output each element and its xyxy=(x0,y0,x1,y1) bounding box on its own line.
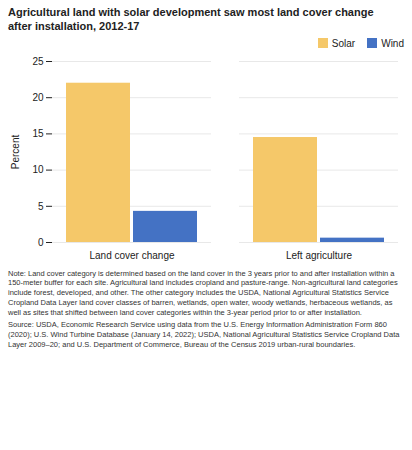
svg-text:Land cover change: Land cover change xyxy=(89,249,175,260)
html-text:Solar: Solar xyxy=(331,37,356,49)
svg-text:15: 15 xyxy=(32,128,44,139)
svg-text:20: 20 xyxy=(32,91,44,102)
svg-text:5: 5 xyxy=(38,200,44,211)
html-text:Note: Land cover category is d: Note: Land cover category is determined … xyxy=(8,268,398,317)
svg-text:10: 10 xyxy=(32,164,44,175)
html-text:Agricultural land with solar d: Agricultural land with solar development… xyxy=(8,6,374,32)
html-text:Source: USDA, Economic Researc: Source: USDA, Economic Research Service … xyxy=(8,320,400,349)
svg-text:Percent: Percent xyxy=(10,134,21,169)
html-text:Wind: Wind xyxy=(381,37,404,49)
svg-text:25: 25 xyxy=(32,55,44,66)
svg-text:0: 0 xyxy=(38,236,44,247)
svg-text:Left agriculture: Left agriculture xyxy=(286,249,353,260)
